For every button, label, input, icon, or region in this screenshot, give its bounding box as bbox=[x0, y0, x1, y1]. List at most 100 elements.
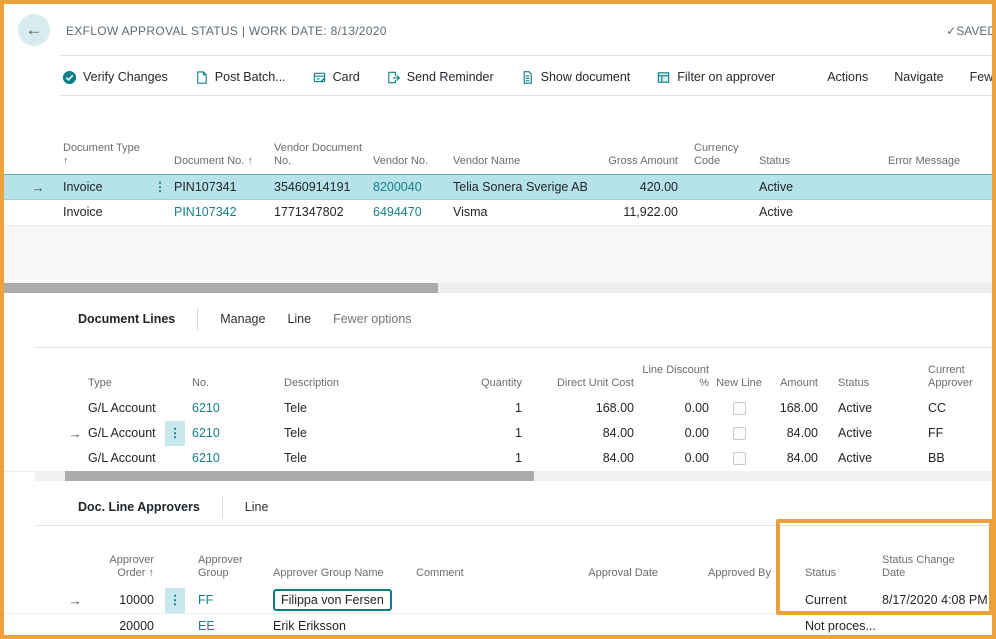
cell-approver-status[interactable]: Current bbox=[805, 593, 847, 607]
col-status[interactable]: Status bbox=[759, 155, 791, 167]
cell-no-link[interactable]: 6210 bbox=[192, 451, 220, 465]
tab-line[interactable]: Line bbox=[287, 312, 312, 326]
approver-row[interactable]: 20000 EE Erik Eriksson Not proces... bbox=[4, 614, 992, 635]
cell-vendor-no-link[interactable]: 6494470 bbox=[373, 205, 422, 219]
document-line-row-selected[interactable]: → G/L Account ⋮ 6210 Tele 1 84.00 0.00 8… bbox=[4, 421, 992, 447]
post-batch-button[interactable]: Post Batch... bbox=[194, 70, 286, 85]
cell-description[interactable]: Tele bbox=[284, 426, 307, 440]
cell-document-type[interactable]: Invoice bbox=[63, 205, 103, 219]
col-vendor-no[interactable]: Vendor No. bbox=[373, 155, 429, 167]
col-quantity[interactable]: Quantity bbox=[481, 377, 522, 389]
col-direct-unit-cost[interactable]: Direct Unit Cost bbox=[556, 377, 634, 389]
new-line-checkbox[interactable] bbox=[733, 402, 746, 415]
col-new-line[interactable]: New Line bbox=[716, 377, 762, 389]
col-approver-group[interactable]: Approver Group bbox=[198, 554, 243, 579]
approver-row-selected[interactable]: → 10000 ⋮ FF Filippa von Fersen Current … bbox=[4, 588, 992, 614]
cell-currency-code[interactable] bbox=[694, 200, 752, 225]
cell-description[interactable]: Tele bbox=[284, 401, 307, 415]
document-row-selected[interactable]: → Invoice ⋮ PIN107341 35460914191 820004… bbox=[4, 174, 992, 200]
approver-group-name-input[interactable]: Filippa von Fersen bbox=[273, 589, 392, 611]
verify-changes-button[interactable]: Verify Changes bbox=[62, 70, 168, 85]
new-line-checkbox[interactable] bbox=[733, 427, 746, 440]
actions-menu[interactable]: Actions bbox=[827, 70, 869, 84]
cell-gross-amount[interactable]: 420.00 bbox=[639, 180, 678, 194]
cell-line-status[interactable]: Active bbox=[838, 426, 873, 440]
cell-approver-group-name[interactable]: Erik Eriksson bbox=[273, 619, 346, 633]
cell-line-discount[interactable]: 0.00 bbox=[684, 426, 709, 440]
col-line-discount[interactable]: Line Discount % bbox=[642, 364, 709, 389]
cell-vendor-no-link[interactable]: 8200040 bbox=[373, 180, 422, 194]
cell-vendor-document-no[interactable]: 1771347802 bbox=[274, 205, 344, 219]
document-lines-horizontal-scrollbar[interactable] bbox=[35, 471, 992, 481]
cell-approved-by[interactable] bbox=[664, 614, 771, 635]
col-error-message[interactable]: Error Message bbox=[888, 155, 961, 167]
col-approver-status[interactable]: Status bbox=[805, 567, 837, 579]
cell-approver-group-link[interactable]: FF bbox=[198, 593, 214, 607]
cell-vendor-document-no[interactable]: 35460914191 bbox=[274, 180, 351, 194]
cell-approval-date[interactable] bbox=[524, 588, 658, 613]
cell-quantity[interactable]: 1 bbox=[515, 426, 522, 440]
cell-currency-code[interactable] bbox=[694, 175, 752, 200]
back-button[interactable]: ← bbox=[18, 14, 50, 46]
cell-approver-group-link[interactable]: EE bbox=[198, 619, 215, 633]
cell-line-status[interactable]: Active bbox=[838, 401, 873, 415]
card-button[interactable]: Card bbox=[312, 70, 360, 85]
col-no[interactable]: No. bbox=[192, 377, 210, 389]
cell-amount[interactable]: 84.00 bbox=[786, 451, 818, 465]
cell-document-no[interactable]: PIN107341 bbox=[174, 180, 237, 194]
document-line-row[interactable]: G/L Account 6210 Tele 1 84.00 0.00 84.00… bbox=[4, 446, 992, 472]
cell-vendor-name[interactable]: Telia Sonera Sverige AB bbox=[453, 180, 588, 194]
tab-manage[interactable]: Manage bbox=[220, 312, 266, 326]
cell-description[interactable]: Tele bbox=[284, 451, 307, 465]
cell-amount[interactable]: 84.00 bbox=[786, 426, 818, 440]
cell-status-change-date[interactable]: 8/17/2020 4:08 PM bbox=[882, 593, 988, 607]
col-description[interactable]: Description bbox=[284, 377, 340, 389]
cell-type[interactable]: G/L Account bbox=[88, 451, 156, 465]
col-line-status[interactable]: Status bbox=[838, 377, 870, 389]
col-amount[interactable]: Amount bbox=[780, 377, 818, 389]
cell-amount[interactable]: 168.00 bbox=[779, 401, 818, 415]
filter-on-approver-button[interactable]: Filter on approver bbox=[656, 70, 775, 85]
col-document-type[interactable]: Document Type ↑ bbox=[63, 142, 140, 167]
cell-status-change-date[interactable] bbox=[882, 614, 992, 635]
cell-direct-unit-cost[interactable]: 168.00 bbox=[595, 401, 634, 415]
cell-vendor-name[interactable]: Visma bbox=[453, 205, 488, 219]
col-currency-code[interactable]: Currency Code bbox=[694, 142, 739, 167]
cell-line-discount[interactable]: 0.00 bbox=[684, 401, 709, 415]
row-options-icon[interactable]: ⋮ bbox=[165, 421, 185, 446]
scrollbar-thumb[interactable] bbox=[4, 283, 438, 293]
col-comment[interactable]: Comment bbox=[416, 567, 464, 579]
cell-quantity[interactable]: 1 bbox=[515, 401, 522, 415]
navigate-menu[interactable]: Navigate bbox=[894, 70, 944, 84]
cell-approval-date[interactable] bbox=[524, 614, 658, 635]
cell-line-status[interactable]: Active bbox=[838, 451, 873, 465]
cell-approver-order[interactable]: 20000 bbox=[119, 619, 154, 633]
col-approved-by[interactable]: Approved By bbox=[708, 567, 771, 579]
cell-comment[interactable] bbox=[416, 588, 516, 613]
cell-status[interactable]: Active bbox=[759, 180, 794, 194]
cell-no-link[interactable]: 6210 bbox=[192, 401, 220, 415]
cell-line-discount[interactable]: 0.00 bbox=[684, 451, 709, 465]
document-line-row[interactable]: G/L Account 6210 Tele 1 168.00 0.00 168.… bbox=[4, 396, 992, 422]
document-lines-title[interactable]: Document Lines bbox=[78, 312, 176, 326]
col-document-no[interactable]: Document No. ↑ bbox=[174, 155, 253, 167]
row-options-icon[interactable]: ⋮ bbox=[165, 588, 185, 613]
col-approver-order[interactable]: Approver Order ↑ bbox=[92, 554, 154, 580]
col-gross-amount[interactable]: Gross Amount bbox=[608, 155, 678, 167]
col-approver-group-name[interactable]: Approver Group Name bbox=[273, 567, 384, 579]
cell-current-approver[interactable]: CC bbox=[928, 401, 947, 415]
scrollbar-thumb[interactable] bbox=[65, 471, 534, 481]
cell-error-message[interactable] bbox=[888, 200, 988, 225]
cell-error-message[interactable] bbox=[888, 175, 988, 200]
cell-direct-unit-cost[interactable]: 84.00 bbox=[602, 426, 634, 440]
col-type[interactable]: Type bbox=[88, 377, 112, 389]
col-current-approver[interactable]: Current Approver bbox=[928, 364, 973, 389]
show-document-button[interactable]: Show document bbox=[520, 70, 630, 85]
cell-current-approver[interactable]: BB bbox=[928, 451, 945, 465]
cell-no-link[interactable]: 6210 bbox=[192, 426, 220, 440]
tab-fewer-options[interactable]: Fewer options bbox=[333, 312, 412, 326]
cell-document-no-link[interactable]: PIN107342 bbox=[174, 205, 237, 219]
cell-direct-unit-cost[interactable]: 84.00 bbox=[602, 451, 634, 465]
cell-type[interactable]: G/L Account bbox=[88, 426, 156, 440]
cell-type[interactable]: G/L Account bbox=[88, 401, 156, 415]
